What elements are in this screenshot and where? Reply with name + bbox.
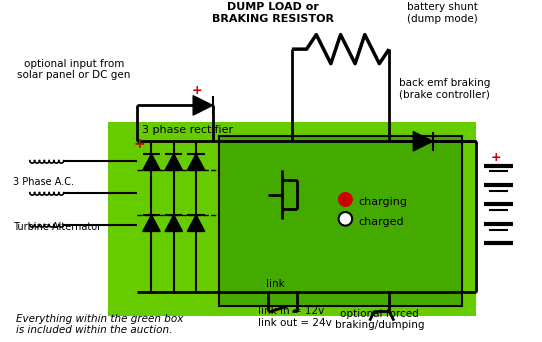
Text: back emf braking
(brake controller): back emf braking (brake controller) — [399, 78, 490, 100]
Text: optional input from
solar panel or DC gen: optional input from solar panel or DC ge… — [17, 58, 131, 80]
Circle shape — [339, 193, 352, 206]
Bar — [108, 122, 476, 316]
Text: Everything within the green box
is included within the auction.: Everything within the green box is inclu… — [16, 314, 183, 335]
Text: battery shunt
(dump mode): battery shunt (dump mode) — [407, 2, 478, 24]
Text: +: + — [191, 84, 202, 97]
Polygon shape — [143, 215, 160, 232]
Polygon shape — [193, 96, 212, 115]
Polygon shape — [188, 215, 205, 232]
Polygon shape — [165, 215, 183, 232]
Circle shape — [339, 212, 352, 226]
Polygon shape — [188, 154, 205, 170]
Text: charged: charged — [358, 217, 404, 227]
Bar — [220, 136, 462, 306]
Polygon shape — [414, 132, 433, 151]
Polygon shape — [165, 154, 183, 170]
Text: link in = 12v
link out = 24v: link in = 12v link out = 24v — [258, 306, 332, 328]
Text: +: + — [133, 137, 145, 151]
Text: charging: charging — [358, 197, 407, 207]
Text: optional forced
braking/dumping: optional forced braking/dumping — [334, 309, 424, 330]
Text: link: link — [266, 279, 285, 289]
Text: DUMP LOAD or
BRAKING RESISTOR: DUMP LOAD or BRAKING RESISTOR — [212, 2, 334, 24]
Polygon shape — [143, 154, 160, 170]
Text: 3 Phase A.C.: 3 Phase A.C. — [13, 177, 74, 187]
Text: 3 phase rectifier: 3 phase rectifier — [142, 124, 233, 134]
Text: Turbine Alternator: Turbine Alternator — [13, 223, 101, 233]
Text: +: + — [491, 151, 501, 164]
